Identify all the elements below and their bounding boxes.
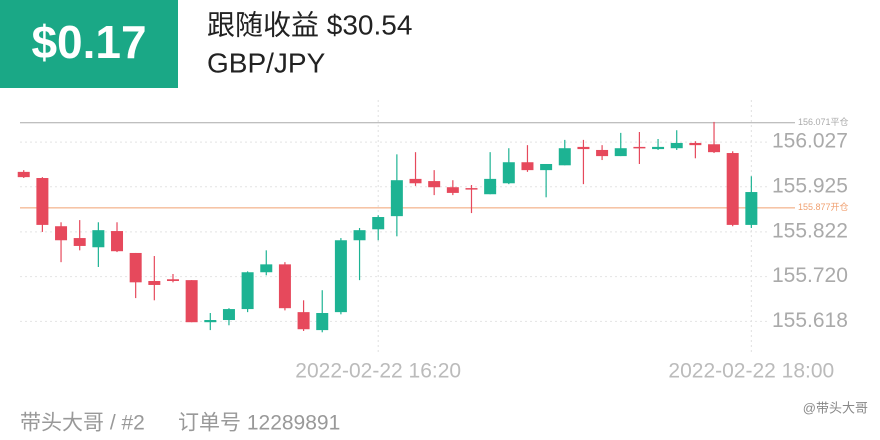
y-tick-label: 155.925 [772, 174, 848, 197]
candle-body [204, 320, 217, 323]
candle-body [36, 178, 49, 225]
candle-body [689, 142, 702, 146]
subtitle: GBP/JPY [207, 47, 326, 78]
reference-label: 156.071平仓 [798, 116, 849, 127]
candle-body [614, 148, 627, 157]
candle-body [185, 280, 198, 323]
x-tick-label: 2022-02-22 18:00 [668, 360, 834, 383]
candle-body [73, 238, 86, 246]
candle-body [577, 146, 590, 150]
candle-body [92, 230, 105, 248]
y-tick-label: 155.618 [772, 309, 848, 332]
watermark: @带头大哥 [803, 400, 868, 415]
candle-body [633, 146, 646, 149]
candle-body [540, 163, 553, 171]
candle-body [465, 188, 478, 190]
candle-body [297, 312, 310, 330]
candle-body [708, 144, 721, 153]
candle-body [652, 146, 665, 150]
candle-body [111, 231, 124, 252]
order: 订单号 12289891 [178, 412, 340, 435]
candle-body [353, 230, 366, 241]
candle-body [745, 192, 758, 225]
candle-body [17, 171, 30, 178]
candle-body [166, 279, 179, 282]
y-tick-label: 155.822 [772, 219, 848, 242]
candle-body [222, 309, 235, 321]
candle-body [129, 252, 142, 283]
candle-body [260, 264, 273, 273]
reference-label: 155.877开仓 [798, 201, 849, 212]
candle-body [502, 162, 515, 184]
candle-body [334, 240, 347, 313]
candle-body [726, 153, 739, 225]
candle-body [521, 162, 534, 171]
candle-body [484, 178, 497, 195]
candle-body [596, 149, 609, 157]
candle-body [278, 264, 291, 309]
candle-body [372, 217, 385, 230]
candle-body [558, 148, 571, 166]
x-tick-label: 2022-02-22 16:20 [295, 360, 461, 383]
candle-body [409, 178, 422, 184]
candle-body [390, 180, 403, 217]
candle-body [148, 281, 161, 285]
candle-body [55, 226, 68, 241]
y-tick-label: 156.027 [772, 130, 848, 153]
y-tick-label: 155.720 [772, 264, 848, 287]
candle-body [670, 142, 683, 149]
badge: $0.17 [31, 16, 146, 68]
title: 跟随收益 $30.54 [207, 9, 412, 40]
account: 带头大哥 / #2 [20, 412, 145, 435]
candle-body [316, 313, 329, 331]
candle-body [446, 187, 459, 193]
candle-body [428, 181, 441, 188]
candle-body [241, 272, 254, 310]
badge-bg [0, 0, 178, 88]
